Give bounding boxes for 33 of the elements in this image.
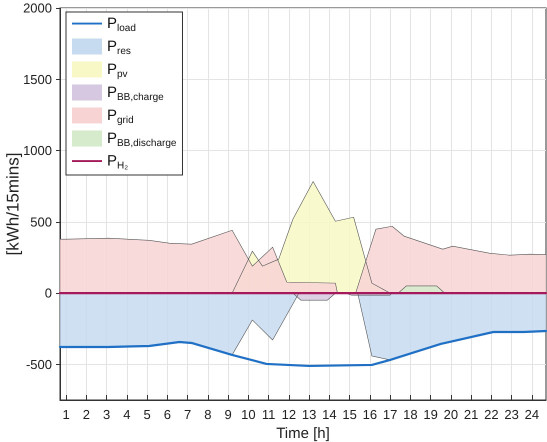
y-tick-label: 1500 (23, 72, 52, 87)
x-tick-label: 18 (403, 407, 418, 422)
y-tick-label: 2000 (23, 0, 52, 16)
x-tick-label: 3 (102, 407, 110, 422)
x-tick-label: 12 (282, 407, 296, 422)
x-tick-label: 15 (342, 407, 357, 422)
y-axis-title: [kWh/15mins] (4, 152, 22, 256)
x-tick-label: 24 (524, 407, 540, 422)
x-tick-label: 7 (184, 407, 192, 422)
x-tick-label: 22 (484, 407, 499, 422)
x-tick-label: 9 (224, 407, 232, 422)
x-tick-label: 8 (204, 407, 212, 422)
x-tick-label: 10 (241, 407, 256, 422)
x-tick-label: 21 (464, 407, 478, 422)
x-tick-label: 17 (382, 407, 398, 422)
y-tick-label: 500 (30, 214, 52, 230)
x-tick-label: 11 (262, 407, 276, 422)
x-tick-label: 20 (444, 407, 458, 422)
x-tick-label: 6 (164, 407, 171, 422)
x-tick-label: 13 (302, 407, 316, 422)
x-tick-label: 2 (82, 407, 90, 422)
x-tick-label: 5 (143, 407, 151, 422)
y-tick-label: 0 (44, 286, 52, 301)
x-tick-label: 19 (423, 407, 438, 422)
x-tick-label: 4 (123, 407, 130, 422)
x-axis-title: Time [h] (276, 424, 330, 442)
line-series (58, 330, 547, 368)
y-tick-label: -500 (26, 356, 52, 372)
x-tick-label: 16 (362, 407, 378, 422)
x-tick-label: 14 (322, 407, 337, 422)
x-tick-label: 1 (62, 407, 70, 422)
y-tick-label: 1000 (23, 143, 52, 158)
x-tick-label: 23 (504, 407, 519, 422)
